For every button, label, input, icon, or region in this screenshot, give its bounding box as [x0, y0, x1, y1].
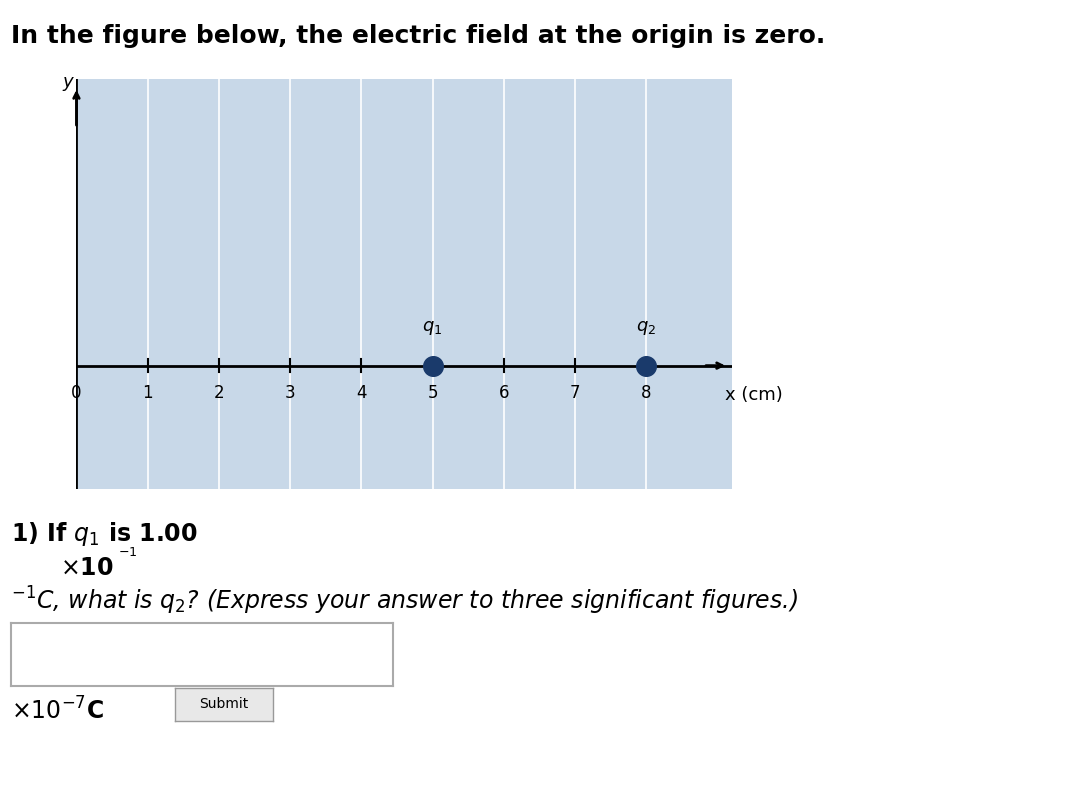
Text: y: y — [62, 73, 73, 91]
Text: $q_1$: $q_1$ — [423, 319, 442, 337]
Text: $\times$10: $\times$10 — [60, 556, 114, 579]
Text: $q_2$: $q_2$ — [637, 319, 656, 337]
Point — [424, 359, 441, 372]
Text: 8: 8 — [641, 384, 652, 402]
Text: $^{-1}$C, what is $q_2$? (Express your answer to three significant figures.): $^{-1}$C, what is $q_2$? (Express your a… — [11, 585, 798, 617]
Text: Submit: Submit — [199, 697, 249, 712]
Text: In the figure below, the electric field at the origin is zero.: In the figure below, the electric field … — [11, 24, 826, 47]
Text: 3: 3 — [285, 384, 296, 402]
Text: 6: 6 — [498, 384, 509, 402]
Text: $^{-1}$: $^{-1}$ — [118, 548, 138, 566]
Point — [638, 359, 655, 372]
Text: $\times10^{-7}$C: $\times10^{-7}$C — [11, 697, 104, 725]
Text: 2: 2 — [214, 384, 224, 402]
Text: 1: 1 — [142, 384, 153, 402]
Text: x (cm): x (cm) — [724, 386, 782, 404]
Text: 0: 0 — [71, 384, 82, 402]
Text: 1) If $q_1$ is 1.00: 1) If $q_1$ is 1.00 — [11, 520, 198, 548]
Text: 4: 4 — [356, 384, 367, 402]
Text: 5: 5 — [427, 384, 438, 402]
Text: 7: 7 — [570, 384, 580, 402]
